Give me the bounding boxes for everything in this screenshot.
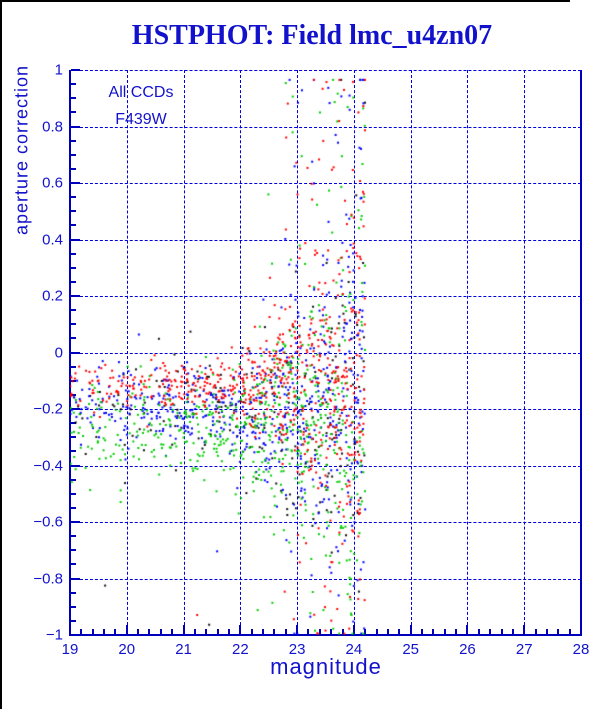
x-tick-label: 22 (231, 641, 249, 658)
legend-line-ccds: All CCDs (108, 84, 174, 101)
page-title: HSTPHOT: Field lmc_u4zn07 (131, 20, 493, 51)
x-tick-label: 24 (345, 641, 363, 658)
window-border-top (0, 0, 570, 2)
x-tick-label: 20 (118, 641, 136, 658)
y-tick-label: 0 (54, 344, 63, 361)
y-major-tick (71, 634, 80, 636)
x-tick-label: 27 (515, 641, 533, 658)
scatter-points-canvas (70, 70, 581, 635)
x-major-tick (580, 625, 582, 634)
legend-line-filter: F439W (115, 111, 167, 128)
y-tick-label: −0.4 (33, 457, 63, 474)
legend: All CCDs F439W (109, 79, 174, 133)
y-tick-label: 0.2 (42, 287, 63, 305)
x-axis-title: magnitude (270, 654, 382, 679)
y-axis-title: aperture correction (11, 64, 32, 236)
y-tick-label: −0.6 (33, 513, 63, 531)
y-tick-label: 0.6 (42, 174, 63, 192)
window-border-left (0, 0, 2, 709)
y-tick-label: 0.4 (42, 231, 63, 248)
y-tick-label: 1 (54, 61, 63, 79)
y-tick-label: −0.2 (33, 400, 63, 418)
x-tick-label: 25 (402, 641, 419, 658)
x-tick-label: 28 (572, 641, 590, 658)
x-tick-label: 26 (459, 641, 476, 658)
x-tick-label: 21 (175, 641, 192, 658)
x-tick-label: 19 (61, 641, 79, 658)
y-tick-label: 0.8 (42, 118, 63, 135)
x-tick-label: 23 (288, 641, 306, 658)
y-tick-label: −1 (45, 626, 63, 644)
y-tick-label: −0.8 (33, 570, 63, 587)
